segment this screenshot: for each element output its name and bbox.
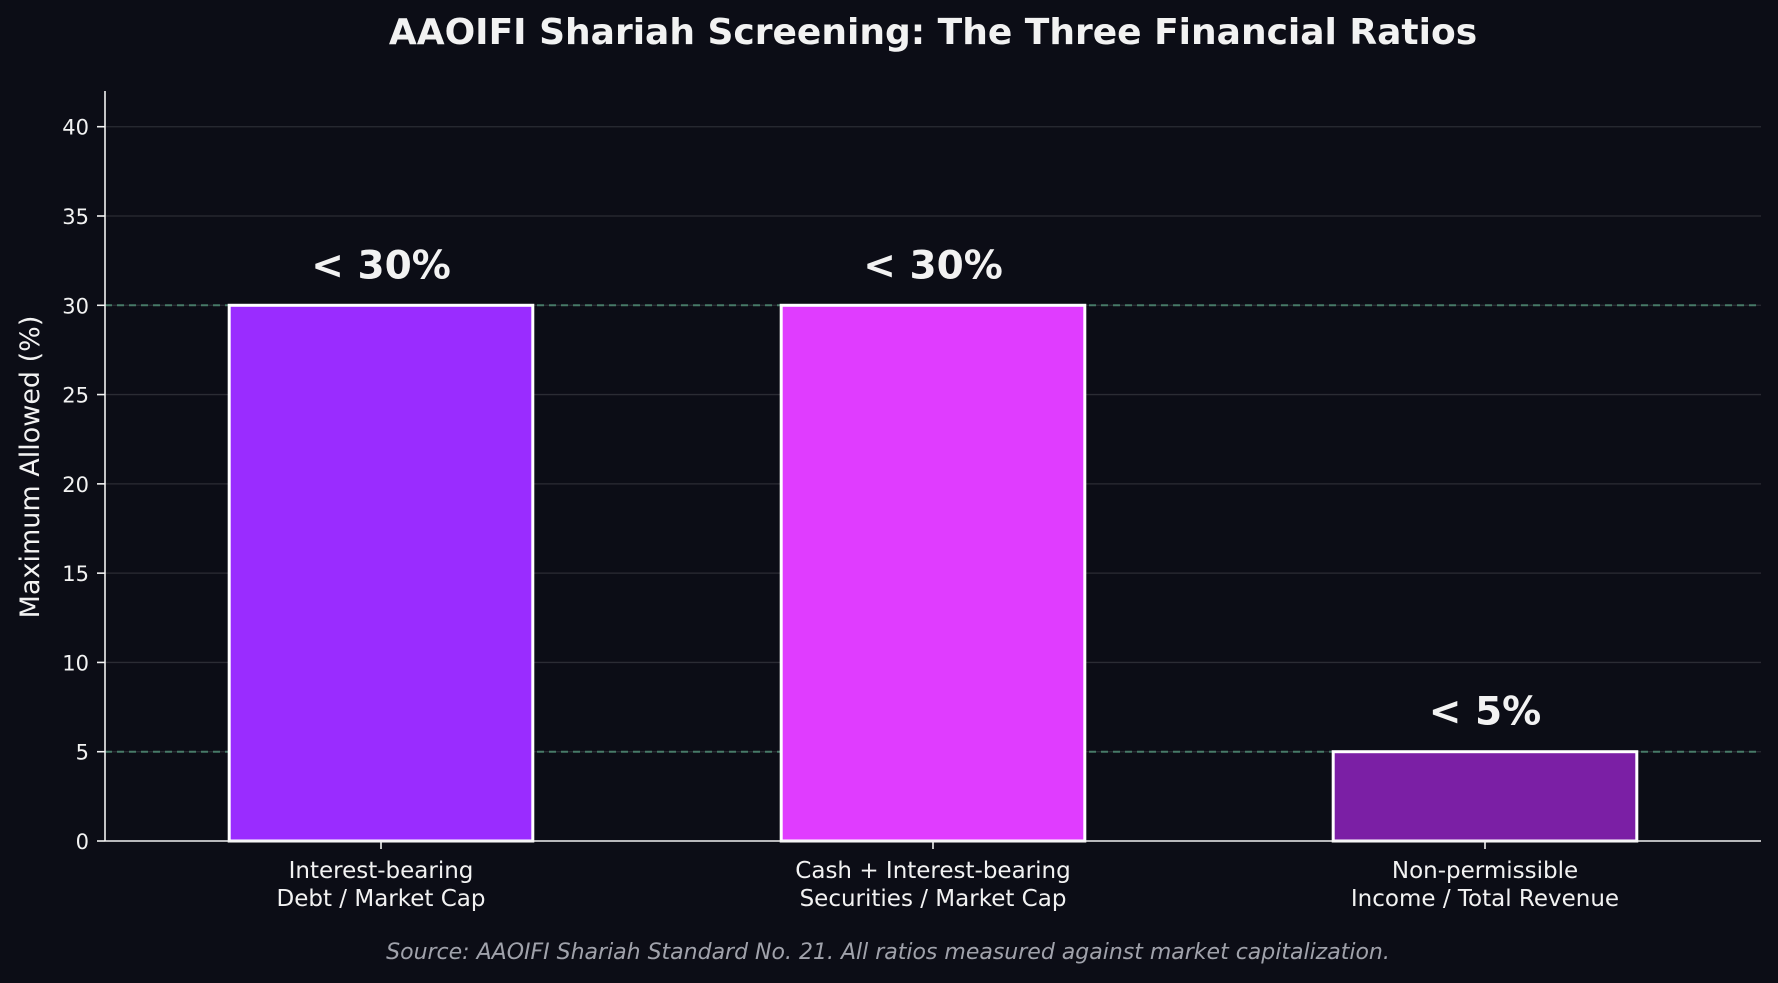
bar xyxy=(1331,750,1639,843)
bar-value-label: < 5% xyxy=(1429,690,1541,735)
x-tick-label-line: Non-permissible xyxy=(1392,858,1578,884)
x-tick-label: Non-permissible Income / Total Revenue xyxy=(1351,858,1619,912)
y-tick-label: 10 xyxy=(62,651,89,675)
y-axis-ticks: 0 5 10 15 20 25 30 35 40 xyxy=(62,116,105,854)
y-tick-label: 35 xyxy=(62,205,89,229)
x-tick-label: Cash + Interest-bearing Securities / Mark… xyxy=(795,858,1070,912)
y-tick-label: 15 xyxy=(62,562,89,586)
y-tick-label: 20 xyxy=(62,473,89,497)
x-tick-label-line: Interest-bearing xyxy=(289,858,474,884)
y-axis-label: Maximum Allowed (%) xyxy=(15,316,46,619)
x-tick-label-line: Securities / Market Cap xyxy=(800,886,1067,912)
chart-title: AAOIFI Shariah Screening: The Three Fina… xyxy=(389,12,1477,53)
x-tick-label: Interest-bearing Debt / Market Cap xyxy=(277,858,486,912)
y-tick-label: 30 xyxy=(62,294,89,318)
y-tick-label: 40 xyxy=(62,116,89,140)
bar-value-label: < 30% xyxy=(311,243,451,288)
x-tick-label-line: Cash + Interest-bearing xyxy=(795,858,1070,884)
bar-labels: < 30% < 30% < 5% xyxy=(311,243,1541,734)
x-tick-label-line: Debt / Market Cap xyxy=(277,886,486,912)
x-axis-ticks: Interest-bearing Debt / Market Cap Cash + … xyxy=(277,841,1619,912)
bar-value-label: < 30% xyxy=(863,243,1003,288)
bar xyxy=(779,303,1087,843)
x-tick-label-line: Income / Total Revenue xyxy=(1351,886,1619,912)
y-tick-label: 5 xyxy=(76,741,89,765)
y-tick-label: 25 xyxy=(62,384,89,408)
bar xyxy=(227,303,535,843)
source-note: Source: AAOIFI Shariah Standard No. 21. … xyxy=(386,940,1390,965)
y-tick-label: 0 xyxy=(76,830,89,854)
bars xyxy=(227,303,1639,843)
